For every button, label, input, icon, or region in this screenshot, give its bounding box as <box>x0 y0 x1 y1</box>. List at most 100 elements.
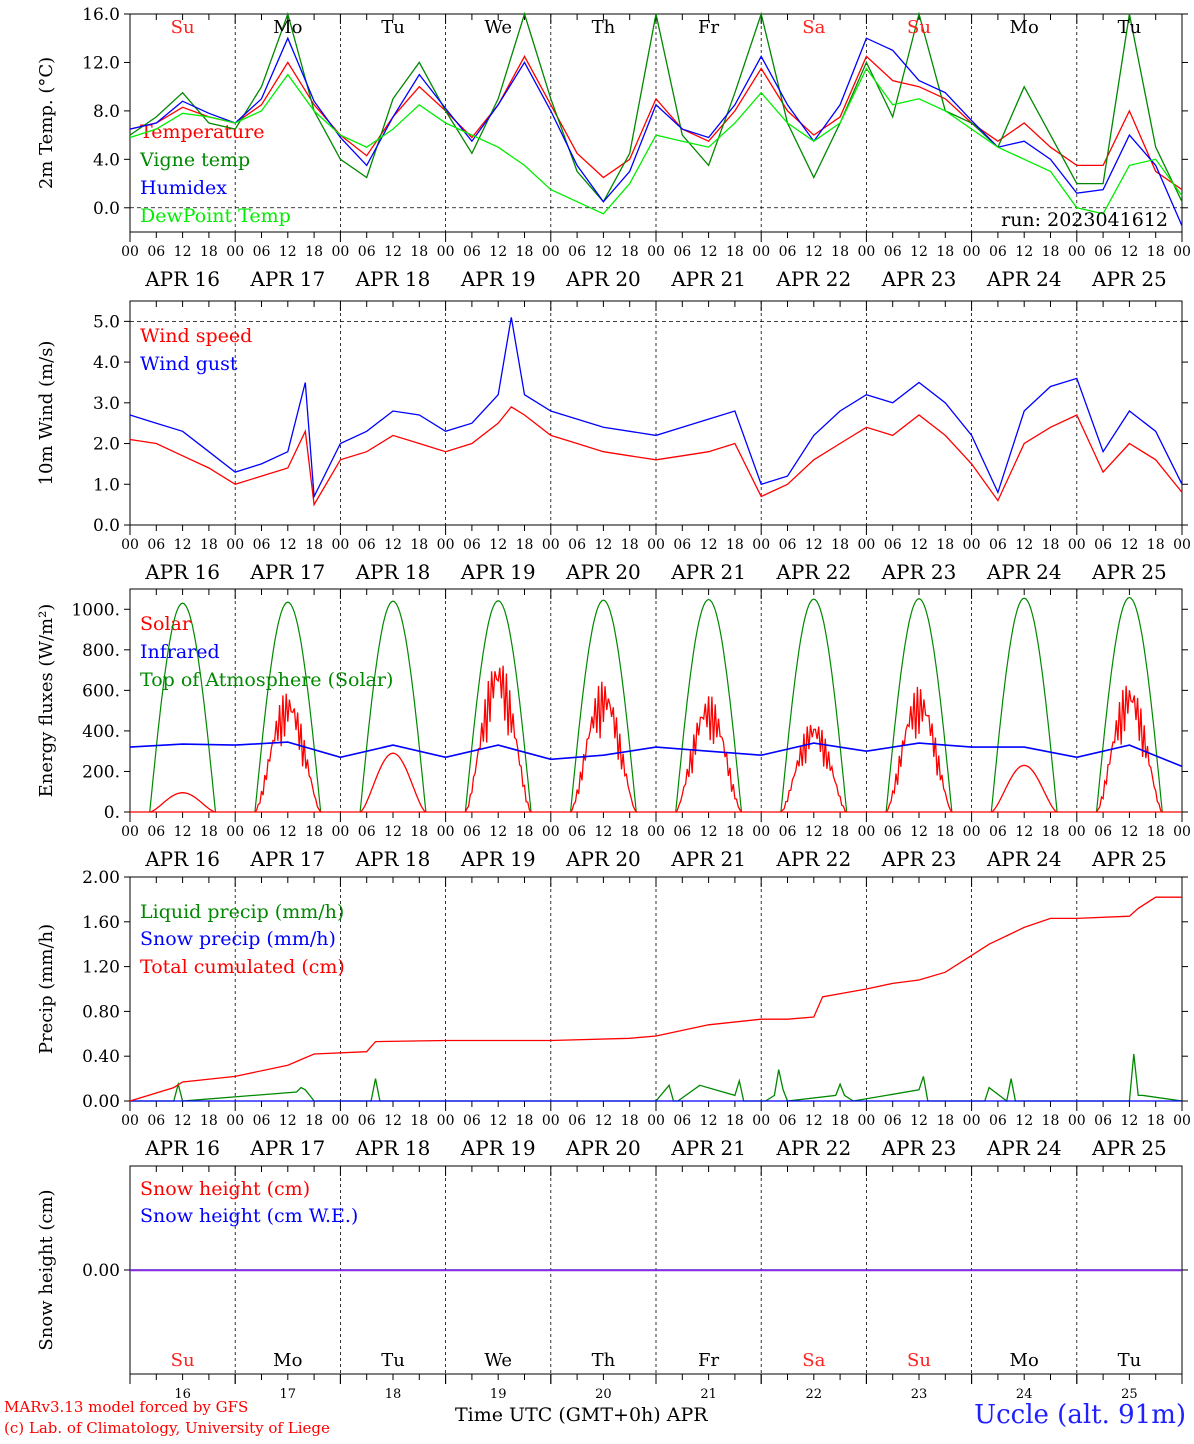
hour-tick-label: 00 <box>437 1113 455 1129</box>
hour-tick-label: 12 <box>279 244 297 260</box>
date-label: APR 20 <box>565 560 641 584</box>
hour-tick-label: 06 <box>884 824 902 840</box>
day-number: 18 <box>385 1387 402 1402</box>
station-label: Uccle (alt. 91m) <box>974 1400 1186 1430</box>
weekday-label-bottom: Tu <box>381 1350 405 1371</box>
hour-tick-label: 00 <box>121 1113 139 1129</box>
hour-tick-label: 00 <box>963 824 981 840</box>
hour-tick-label: 18 <box>1147 824 1165 840</box>
solar-flux-curve <box>885 686 953 813</box>
hour-tick-label: 06 <box>1094 1113 1112 1129</box>
hour-tick-label: 06 <box>358 824 376 840</box>
date-label: APR 17 <box>249 560 325 584</box>
hour-tick-label: 06 <box>989 824 1007 840</box>
date-label: APR 20 <box>565 1136 641 1160</box>
hour-tick-label: 12 <box>174 1113 192 1129</box>
weekday-label-bottom: We <box>484 1350 512 1371</box>
hour-tick-label: 18 <box>1042 244 1060 260</box>
weekday-label-bottom: Sa <box>802 1350 825 1371</box>
hour-tick-label: 06 <box>358 244 376 260</box>
solar-flux-curve <box>780 724 848 813</box>
day-number: 25 <box>1121 1387 1138 1402</box>
weekday-label-bottom: Tu <box>1118 1350 1142 1371</box>
hour-tick-label: 18 <box>621 537 639 553</box>
date-label: APR 24 <box>986 847 1062 871</box>
y-tick-label: 16.0 <box>82 5 120 25</box>
hour-tick-label: 00 <box>121 244 139 260</box>
date-label: APR 24 <box>986 267 1062 291</box>
hour-tick-label: 00 <box>647 244 665 260</box>
date-label: APR 25 <box>1091 267 1167 291</box>
date-label: APR 23 <box>881 847 957 871</box>
hour-tick-label: 18 <box>936 537 954 553</box>
hour-tick-label: 06 <box>673 1113 691 1129</box>
solar-flux-curve <box>254 693 322 813</box>
hour-tick-label: 12 <box>489 824 507 840</box>
y-tick-label: 3.0 <box>93 394 120 414</box>
hour-tick-label: 12 <box>489 244 507 260</box>
hour-tick-label: 18 <box>621 824 639 840</box>
weekday-label-bottom: Th <box>592 1350 616 1371</box>
hour-tick-label: 00 <box>331 537 349 553</box>
hour-tick-label: 18 <box>200 1113 218 1129</box>
date-label: APR 20 <box>565 267 641 291</box>
legend-entry: Top of Atmosphere (Solar) <box>140 669 393 691</box>
hour-tick-label: 06 <box>989 537 1007 553</box>
hour-tick-label: 12 <box>1120 244 1138 260</box>
hour-tick-label: 06 <box>779 537 797 553</box>
y-tick-label: 8.0 <box>93 102 120 122</box>
weekday-label-top: Th <box>592 17 616 38</box>
legend-entry: Snow height (cm W.E.) <box>140 1205 358 1227</box>
hour-tick-label: 18 <box>1042 1113 1060 1129</box>
hour-tick-label: 00 <box>1173 537 1191 553</box>
hour-tick-label: 12 <box>1015 1113 1033 1129</box>
toa-solar-arc <box>569 599 637 813</box>
date-label: APR 19 <box>460 1136 536 1160</box>
hour-tick-label: 12 <box>1120 824 1138 840</box>
weekday-label-bottom: Su <box>171 1350 195 1371</box>
date-label: APR 16 <box>144 847 220 871</box>
hour-tick-label: 00 <box>226 537 244 553</box>
hour-tick-label: 00 <box>226 824 244 840</box>
day-number: 20 <box>595 1387 612 1402</box>
hour-tick-label: 12 <box>700 1113 718 1129</box>
date-label: APR 16 <box>144 1136 220 1160</box>
legend-entry: Infrared <box>140 641 220 663</box>
date-label: APR 24 <box>986 1136 1062 1160</box>
hour-tick-label: 06 <box>463 1113 481 1129</box>
date-label: APR 22 <box>775 267 851 291</box>
weekday-label-top: Mo <box>1010 17 1039 38</box>
hour-tick-label: 00 <box>963 537 981 553</box>
weekday-label-top: Tu <box>381 17 405 38</box>
date-label: APR 21 <box>670 267 746 291</box>
hour-tick-label: 06 <box>884 244 902 260</box>
hour-tick-label: 12 <box>910 824 928 840</box>
hour-tick-label: 06 <box>463 824 481 840</box>
y-axis-label: Energy fluxes (W/m²) <box>36 604 57 798</box>
hour-tick-label: 12 <box>489 537 507 553</box>
date-label: APR 22 <box>775 1136 851 1160</box>
y-tick-label: 800. <box>82 641 120 661</box>
date-label: APR 19 <box>460 847 536 871</box>
date-label: APR 18 <box>355 1136 431 1160</box>
series-wind-gust <box>129 317 1183 499</box>
solar-flux-curve <box>990 764 1058 813</box>
hour-tick-label: 12 <box>594 244 612 260</box>
solar-flux-curve <box>675 696 743 813</box>
hour-tick-label: 18 <box>831 1113 849 1129</box>
hour-tick-label: 06 <box>568 824 586 840</box>
toa-solar-arc <box>254 601 322 813</box>
hour-tick-label: 12 <box>489 1113 507 1129</box>
hour-tick-label: 18 <box>621 1113 639 1129</box>
hour-tick-label: 18 <box>621 244 639 260</box>
toa-solar-arc <box>359 600 427 813</box>
model-credit: MARv3.13 model forced by GFS <box>4 1398 249 1416</box>
hour-tick-label: 00 <box>1068 1113 1086 1129</box>
legend-entry: Liquid precip (mm/h) <box>140 901 344 923</box>
hour-tick-label: 12 <box>174 537 192 553</box>
toa-solar-arc <box>1095 596 1163 813</box>
day-number: 19 <box>490 1387 507 1402</box>
hour-tick-label: 00 <box>1068 537 1086 553</box>
hour-tick-label: 12 <box>279 824 297 840</box>
